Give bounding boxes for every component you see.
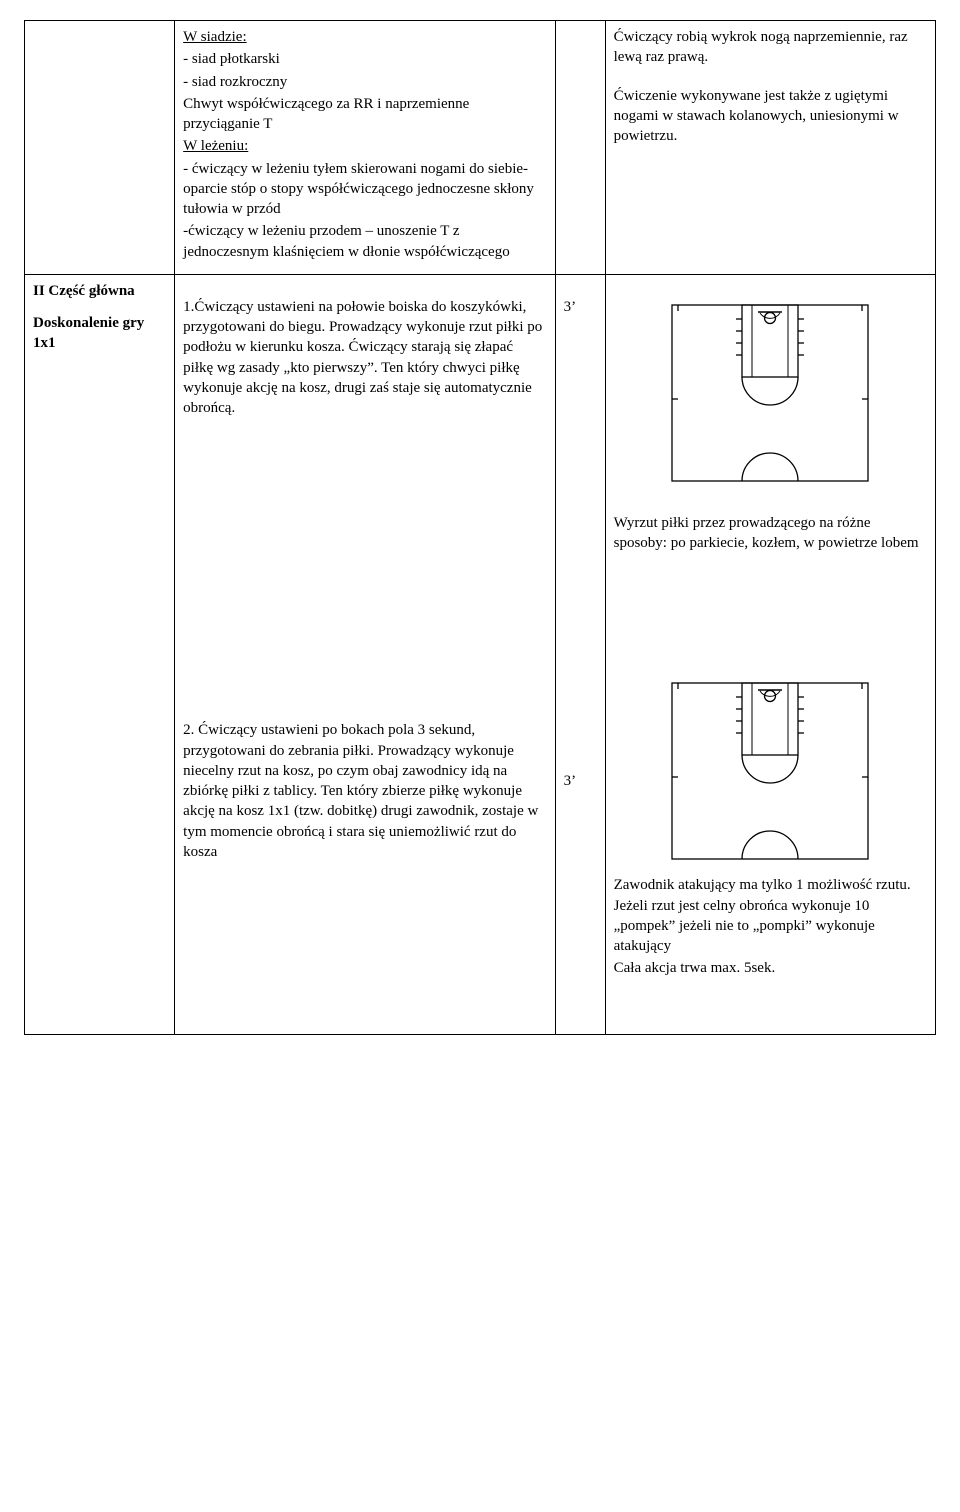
row2-mid: 1.Ćwiczący ustawieni na połowie boiska d…	[175, 274, 555, 1034]
court-diagram-2	[670, 681, 870, 861]
row1-right: Ćwiczący robią wykrok nogą naprzemiennie…	[605, 21, 935, 275]
subsection-heading: Doskonalenie gry 1x1	[33, 313, 166, 354]
time-2: 3’	[564, 771, 597, 791]
row2-left: II Część główna Doskonalenie gry 1x1	[25, 274, 175, 1034]
row2-time: 3’ 3’	[555, 274, 605, 1034]
r1-l2: - siad rozkroczny	[183, 72, 546, 92]
row-2: II Część główna Doskonalenie gry 1x1 1.Ć…	[25, 274, 936, 1034]
row1-time	[555, 21, 605, 275]
time-1: 3’	[564, 297, 597, 317]
row1-mid: W siadzie: - siad płotkarski - siad rozk…	[175, 21, 555, 275]
r1-l1: - siad płotkarski	[183, 49, 546, 69]
halfcourt-icon	[670, 303, 870, 483]
exercise-2-text: 2. Ćwiczący ustawieni po bokach pola 3 s…	[183, 720, 546, 862]
row1-left	[25, 21, 175, 275]
r1-h2: W leżeniu:	[183, 138, 248, 154]
row-1: W siadzie: - siad płotkarski - siad rozk…	[25, 21, 936, 275]
section-heading: II Część główna	[33, 281, 166, 301]
exercise-1-text: 1.Ćwiczący ustawieni na połowie boiska d…	[183, 297, 546, 419]
note-1: Wyrzut piłki przez prowadzącego na różne…	[614, 513, 927, 554]
main-table: W siadzie: - siad płotkarski - siad rozk…	[24, 20, 936, 1035]
row2-right: Wyrzut piłki przez prowadzącego na różne…	[605, 274, 935, 1034]
r1-right-p1: Ćwiczący robią wykrok nogą naprzemiennie…	[614, 27, 927, 68]
r1-l3: Chwyt współćwiczącego za RR i naprzemien…	[183, 94, 546, 135]
r1-l4: - ćwiczący w leżeniu tyłem skierowani no…	[183, 159, 546, 220]
note-2a: Zawodnik atakujący ma tylko 1 możliwość …	[614, 875, 927, 956]
halfcourt-icon	[670, 681, 870, 861]
r1-l5: -ćwiczący w leżeniu przodem – unoszenie …	[183, 221, 546, 262]
note-2b: Cała akcja trwa max. 5sek.	[614, 958, 927, 978]
r1-right-p2: Ćwiczenie wykonywane jest także z ugięty…	[614, 86, 927, 147]
court-diagram-1	[670, 303, 870, 483]
page: W siadzie: - siad płotkarski - siad rozk…	[24, 20, 936, 1035]
r1-h1: W siadzie:	[183, 29, 246, 45]
